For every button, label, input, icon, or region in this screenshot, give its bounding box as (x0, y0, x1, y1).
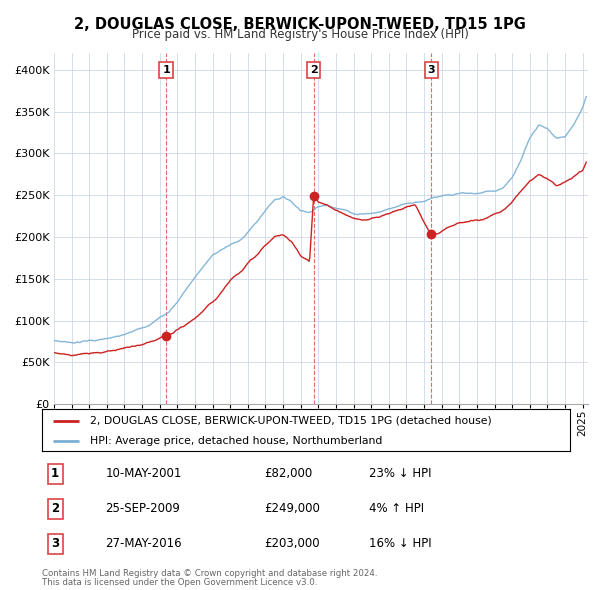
Text: HPI: Average price, detached house, Northumberland: HPI: Average price, detached house, Nort… (89, 436, 382, 445)
Text: 2: 2 (51, 502, 59, 516)
Text: 16% ↓ HPI: 16% ↓ HPI (370, 537, 432, 550)
Text: 4% ↑ HPI: 4% ↑ HPI (370, 502, 424, 516)
Text: 2: 2 (310, 65, 317, 75)
Text: 25-SEP-2009: 25-SEP-2009 (106, 502, 180, 516)
Text: £82,000: £82,000 (264, 467, 312, 480)
Text: 10-MAY-2001: 10-MAY-2001 (106, 467, 182, 480)
Text: 23% ↓ HPI: 23% ↓ HPI (370, 467, 432, 480)
Text: This data is licensed under the Open Government Licence v3.0.: This data is licensed under the Open Gov… (42, 578, 317, 587)
Text: £249,000: £249,000 (264, 502, 320, 516)
Text: 27-MAY-2016: 27-MAY-2016 (106, 537, 182, 550)
Text: Contains HM Land Registry data © Crown copyright and database right 2024.: Contains HM Land Registry data © Crown c… (42, 569, 377, 578)
Text: 2, DOUGLAS CLOSE, BERWICK-UPON-TWEED, TD15 1PG (detached house): 2, DOUGLAS CLOSE, BERWICK-UPON-TWEED, TD… (89, 416, 491, 426)
Text: 1: 1 (51, 467, 59, 480)
Text: 3: 3 (427, 65, 435, 75)
Text: 2, DOUGLAS CLOSE, BERWICK-UPON-TWEED, TD15 1PG: 2, DOUGLAS CLOSE, BERWICK-UPON-TWEED, TD… (74, 17, 526, 31)
Text: 1: 1 (162, 65, 170, 75)
Text: 3: 3 (51, 537, 59, 550)
Text: Price paid vs. HM Land Registry's House Price Index (HPI): Price paid vs. HM Land Registry's House … (131, 28, 469, 41)
Text: £203,000: £203,000 (264, 537, 319, 550)
